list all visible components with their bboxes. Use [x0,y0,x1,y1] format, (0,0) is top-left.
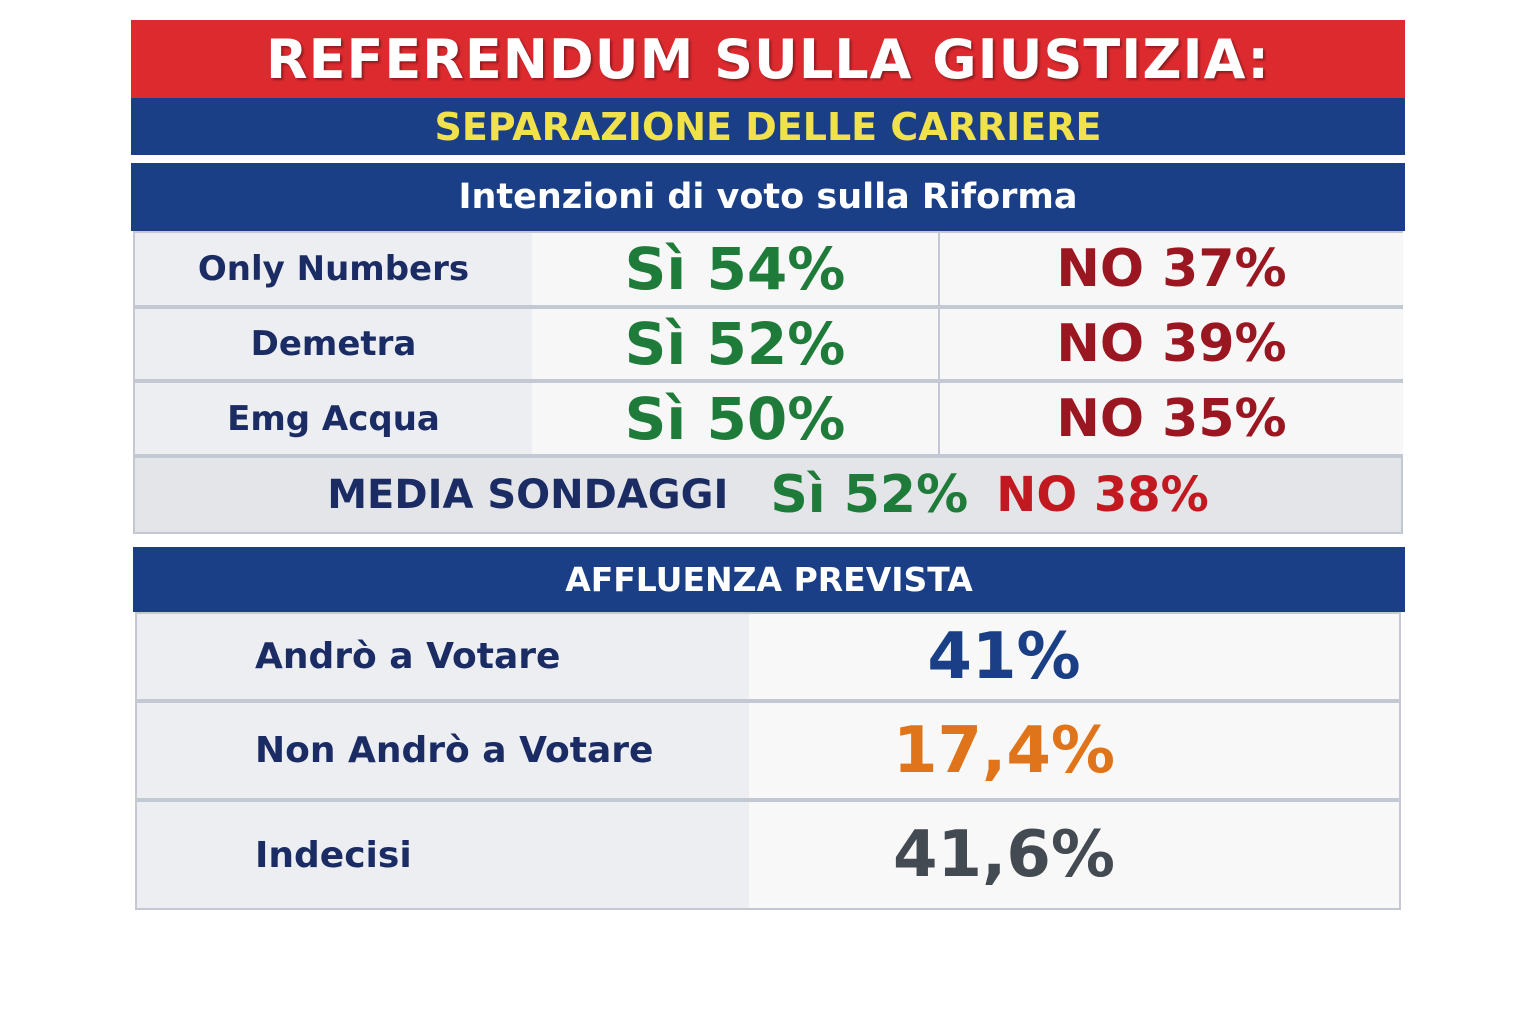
no-value: NO 35% [938,383,1403,454]
turnout-value: 41,6% [749,802,1399,908]
page-title: REFERENDUM SULLA GIUSTIZIA: [266,27,1270,91]
pollster-name: Emg Acqua [135,383,532,454]
no-value: NO 39% [938,309,1403,379]
table-row: Indecisi 41,6% [135,800,1401,910]
turnout-section-title: AFFLUENZA PREVISTA [565,560,973,599]
turnout-section-header: AFFLUENZA PREVISTA [133,547,1405,612]
pollster-name: Demetra [135,309,532,379]
subtitle-banner: SEPARAZIONE DELLE CARRIERE [131,98,1405,155]
page-subtitle: SEPARAZIONE DELLE CARRIERE [434,104,1102,149]
turnout-label: Indecisi [137,802,749,908]
table-row: Demetra Sì 52% NO 39% [133,307,1403,381]
no-value: NO 37% [938,233,1403,305]
table-row: Non Andrò a Votare 17,4% [135,701,1401,800]
si-value: Sì 50% [532,383,938,454]
table-row: Andrò a Votare 41% [135,612,1401,701]
pollster-name: Only Numbers [135,233,532,305]
si-value: Sì 54% [532,233,938,305]
poll-section-title: Intenzioni di voto sulla Riforma [458,177,1078,217]
table-row: Only Numbers Sì 54% NO 37% [133,231,1403,307]
title-banner: REFERENDUM SULLA GIUSTIZIA: [131,20,1405,98]
turnout-label: Andrò a Votare [137,614,749,699]
poll-section-header: Intenzioni di voto sulla Riforma [131,163,1405,231]
table-row: Emg Acqua Sì 50% NO 35% [133,381,1403,456]
poll-average-row: MEDIA SONDAGGI Sì 52% NO 38% [133,456,1403,534]
si-value: Sì 52% [532,309,938,379]
average-si-value: Sì 52% [770,465,969,525]
turnout-value: 17,4% [749,703,1399,798]
average-label: MEDIA SONDAGGI [327,472,729,518]
turnout-value: 41% [749,614,1399,699]
average-no-value: NO 38% [996,467,1209,523]
turnout-label: Non Andrò a Votare [137,703,749,798]
